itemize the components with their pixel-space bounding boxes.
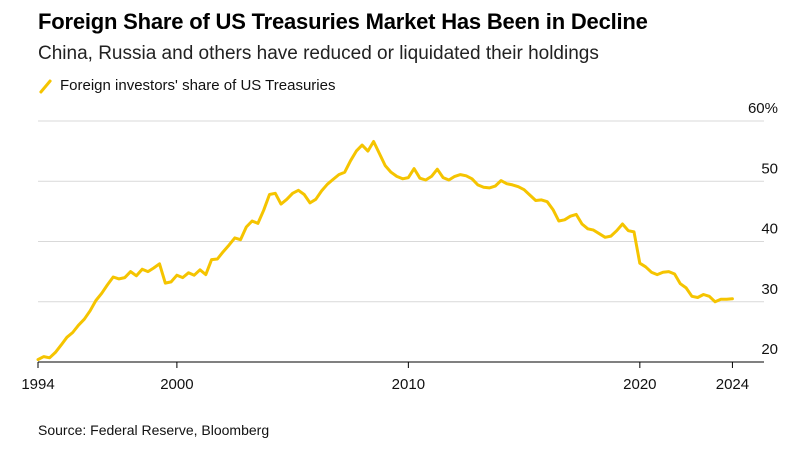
y-tick-label-40: 40 — [761, 221, 778, 238]
series-line-0 — [36, 140, 734, 362]
y-tick-label-20: 20 — [761, 341, 778, 358]
y-tick-label-50: 50 — [761, 160, 778, 177]
x-tick-label-2010: 2010 — [392, 376, 425, 393]
y-tick-label-60: 60% — [748, 100, 778, 117]
x-tick-label-2000: 2000 — [160, 376, 193, 393]
x-tick-label-2024: 2024 — [716, 376, 749, 393]
x-axis-ticks: 1994 2000 2010 2020 2024 — [21, 362, 749, 393]
x-tick-label-2020: 2020 — [623, 376, 656, 393]
gridlines — [38, 120, 764, 303]
x-tick-label-1994: 1994 — [21, 376, 54, 393]
y-axis-tick-labels: 20 30 40 50 60% — [748, 100, 778, 358]
chart-subtitle: China, Russia and others have reduced or… — [38, 43, 599, 64]
y-tick-label-30: 30 — [761, 281, 778, 298]
chart-title: Foreign Share of US Treasuries Market Ha… — [38, 9, 648, 34]
source-note: Source: Federal Reserve, Bloomberg — [38, 422, 270, 438]
legend: Foreign investors' share of US Treasurie… — [38, 77, 335, 94]
series-group — [36, 140, 734, 362]
legend-label: Foreign investors' share of US Treasurie… — [60, 77, 336, 94]
